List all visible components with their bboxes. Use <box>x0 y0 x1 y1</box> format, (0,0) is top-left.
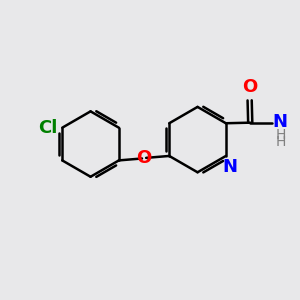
Text: H: H <box>276 128 286 142</box>
Text: H: H <box>276 134 286 148</box>
Text: N: N <box>272 113 287 131</box>
Text: N: N <box>222 158 237 176</box>
Text: O: O <box>242 78 257 96</box>
Text: O: O <box>136 149 152 167</box>
Text: Cl: Cl <box>38 119 58 137</box>
